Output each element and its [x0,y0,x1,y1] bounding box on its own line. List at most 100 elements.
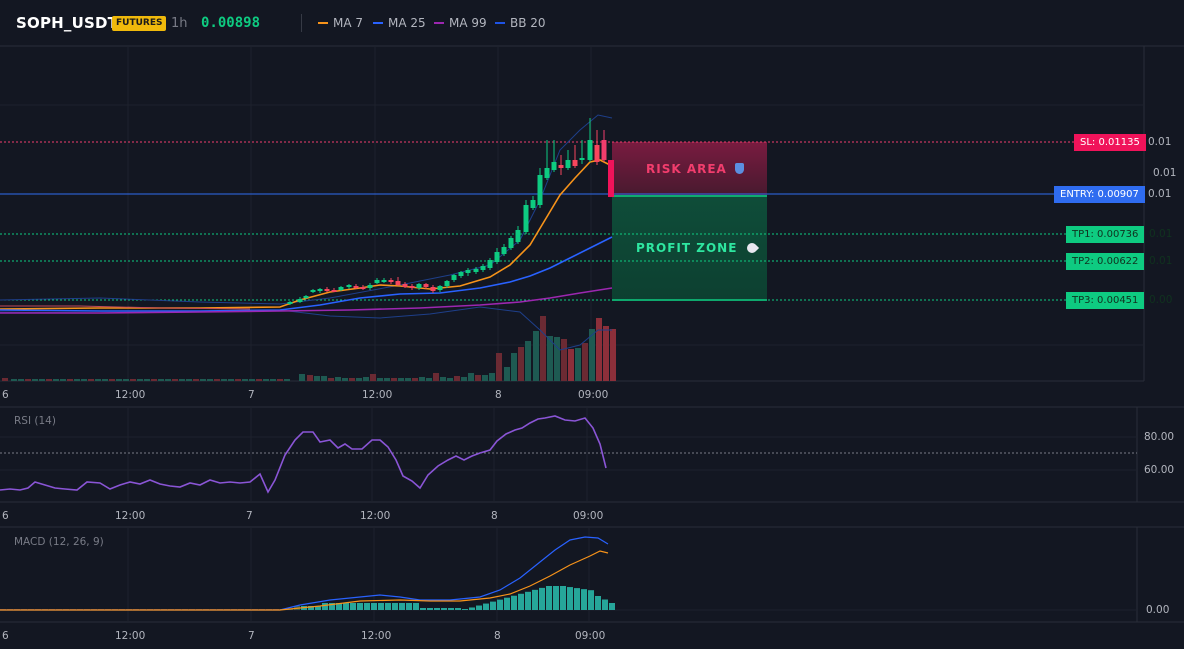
time-label: 12:00 [115,510,146,522]
volume-bar [454,376,460,381]
candle-body [579,158,585,160]
volume-bar [179,379,185,381]
chart-header: SOPH_USDT FUTURES 1h 0.00898 MA 7 MA 25 … [0,0,1184,46]
moving-averages [0,159,613,314]
ma99-line [0,287,613,314]
volume-bar [447,378,453,381]
volume-bar [299,374,305,381]
macd-hist-bar [378,603,384,610]
volume-bar [356,378,362,381]
volume-bar [158,379,164,381]
macd-hist-bar [364,603,370,610]
symbol-name[interactable]: SOPH_USDT [16,14,119,32]
macd-hist-bar [518,593,524,610]
volume-bar [554,337,560,381]
volume-bar [18,379,24,381]
candle-body [395,281,401,285]
candle-body [572,160,578,166]
volume-bar [582,343,588,381]
tp2-tag[interactable]: TP2: 0.00622 [1066,253,1145,270]
candle-body [594,145,600,162]
macd-hist-bar [602,599,608,610]
volume-bar [398,378,404,381]
macd-line [0,536,609,611]
ma25-line [0,236,613,312]
candle-body [367,285,373,288]
macd-histogram [0,586,615,610]
futures-badge: FUTURES [112,16,167,31]
volume-bar [88,379,94,381]
macd-hist-bar [462,609,468,610]
macd-hist-bar [315,606,321,610]
timeframe-label[interactable]: 1h [171,16,188,31]
volume-bar [321,376,327,381]
tp1-tag[interactable]: TP1: 0.00736 [1066,226,1145,243]
rsi-label[interactable]: RSI (14) [14,415,56,427]
volume-bars [2,316,616,381]
macd-tick-0: 0.00 [1146,604,1170,616]
legend-ma25[interactable]: MA 25 [373,16,426,30]
time-label: 09:00 [578,389,609,401]
time-label: 12:00 [360,510,391,522]
candle-body [310,290,316,292]
candle-body [381,280,387,282]
time-label: 8 [494,630,501,642]
volume-bar [426,378,432,381]
candle-body [353,286,359,288]
time-label: 09:00 [573,510,604,522]
volume-bar [525,341,531,381]
time-label: 12:00 [362,389,393,401]
volume-bar [60,379,66,381]
macd-label[interactable]: MACD (12, 26, 9) [14,536,104,548]
candle-body [331,290,337,292]
time-label: 6 [2,510,9,522]
candle-body [317,289,323,291]
entry-tag[interactable]: ENTRY: 0.00907 [1054,186,1145,203]
volume-bar [144,379,150,381]
time-label: 8 [491,510,498,522]
volume-bar [102,379,108,381]
time-label: 12:00 [115,389,146,401]
legend-ma99[interactable]: MA 99 [434,16,487,30]
time-label: 6 [2,630,9,642]
volume-bar [39,379,45,381]
sl-tag[interactable]: SL: 0.01135 [1074,134,1146,151]
macd-hist-bar [392,603,398,610]
volume-bar [433,373,439,381]
macd-hist-bar [343,603,349,610]
candle-body [360,287,366,289]
volume-bar [561,339,567,381]
macd-hist-bar [574,588,580,610]
volume-bar [461,377,467,381]
volume-bar [596,318,602,381]
macd-hist-bar [455,608,461,610]
legend-bb20[interactable]: BB 20 [495,16,546,30]
macd-hist-bar [350,603,356,610]
vertical-grid [127,46,592,622]
volume-bar [391,378,397,381]
macd-hist-bar [336,603,342,610]
tp2-tag-text: TP2: 0.00622 [1072,256,1139,267]
macd-hist-bar [441,608,447,610]
candles[interactable] [287,118,615,305]
candle-body [465,270,471,273]
volume-bar [568,349,574,381]
profit-zone-text: PROFIT ZONE [636,241,738,255]
profit-zone[interactable] [612,195,767,301]
volume-bar [314,376,320,381]
candle-body [537,175,543,205]
macd-hist-bar [448,608,454,610]
candle-body [544,168,550,178]
tp3-tag[interactable]: TP3: 0.00451 [1066,292,1145,309]
volume-bar [384,378,390,381]
volume-bar [335,377,341,381]
tp1-axis-value: 0.01 [1149,228,1173,240]
volume-bar [518,347,524,381]
legend-ma7[interactable]: MA 7 [318,16,363,30]
time-label: 7 [246,510,253,522]
ma25-swatch-icon [373,22,383,24]
volume-bar [186,379,192,381]
volume-bar [589,329,595,381]
candle-body [402,284,408,287]
